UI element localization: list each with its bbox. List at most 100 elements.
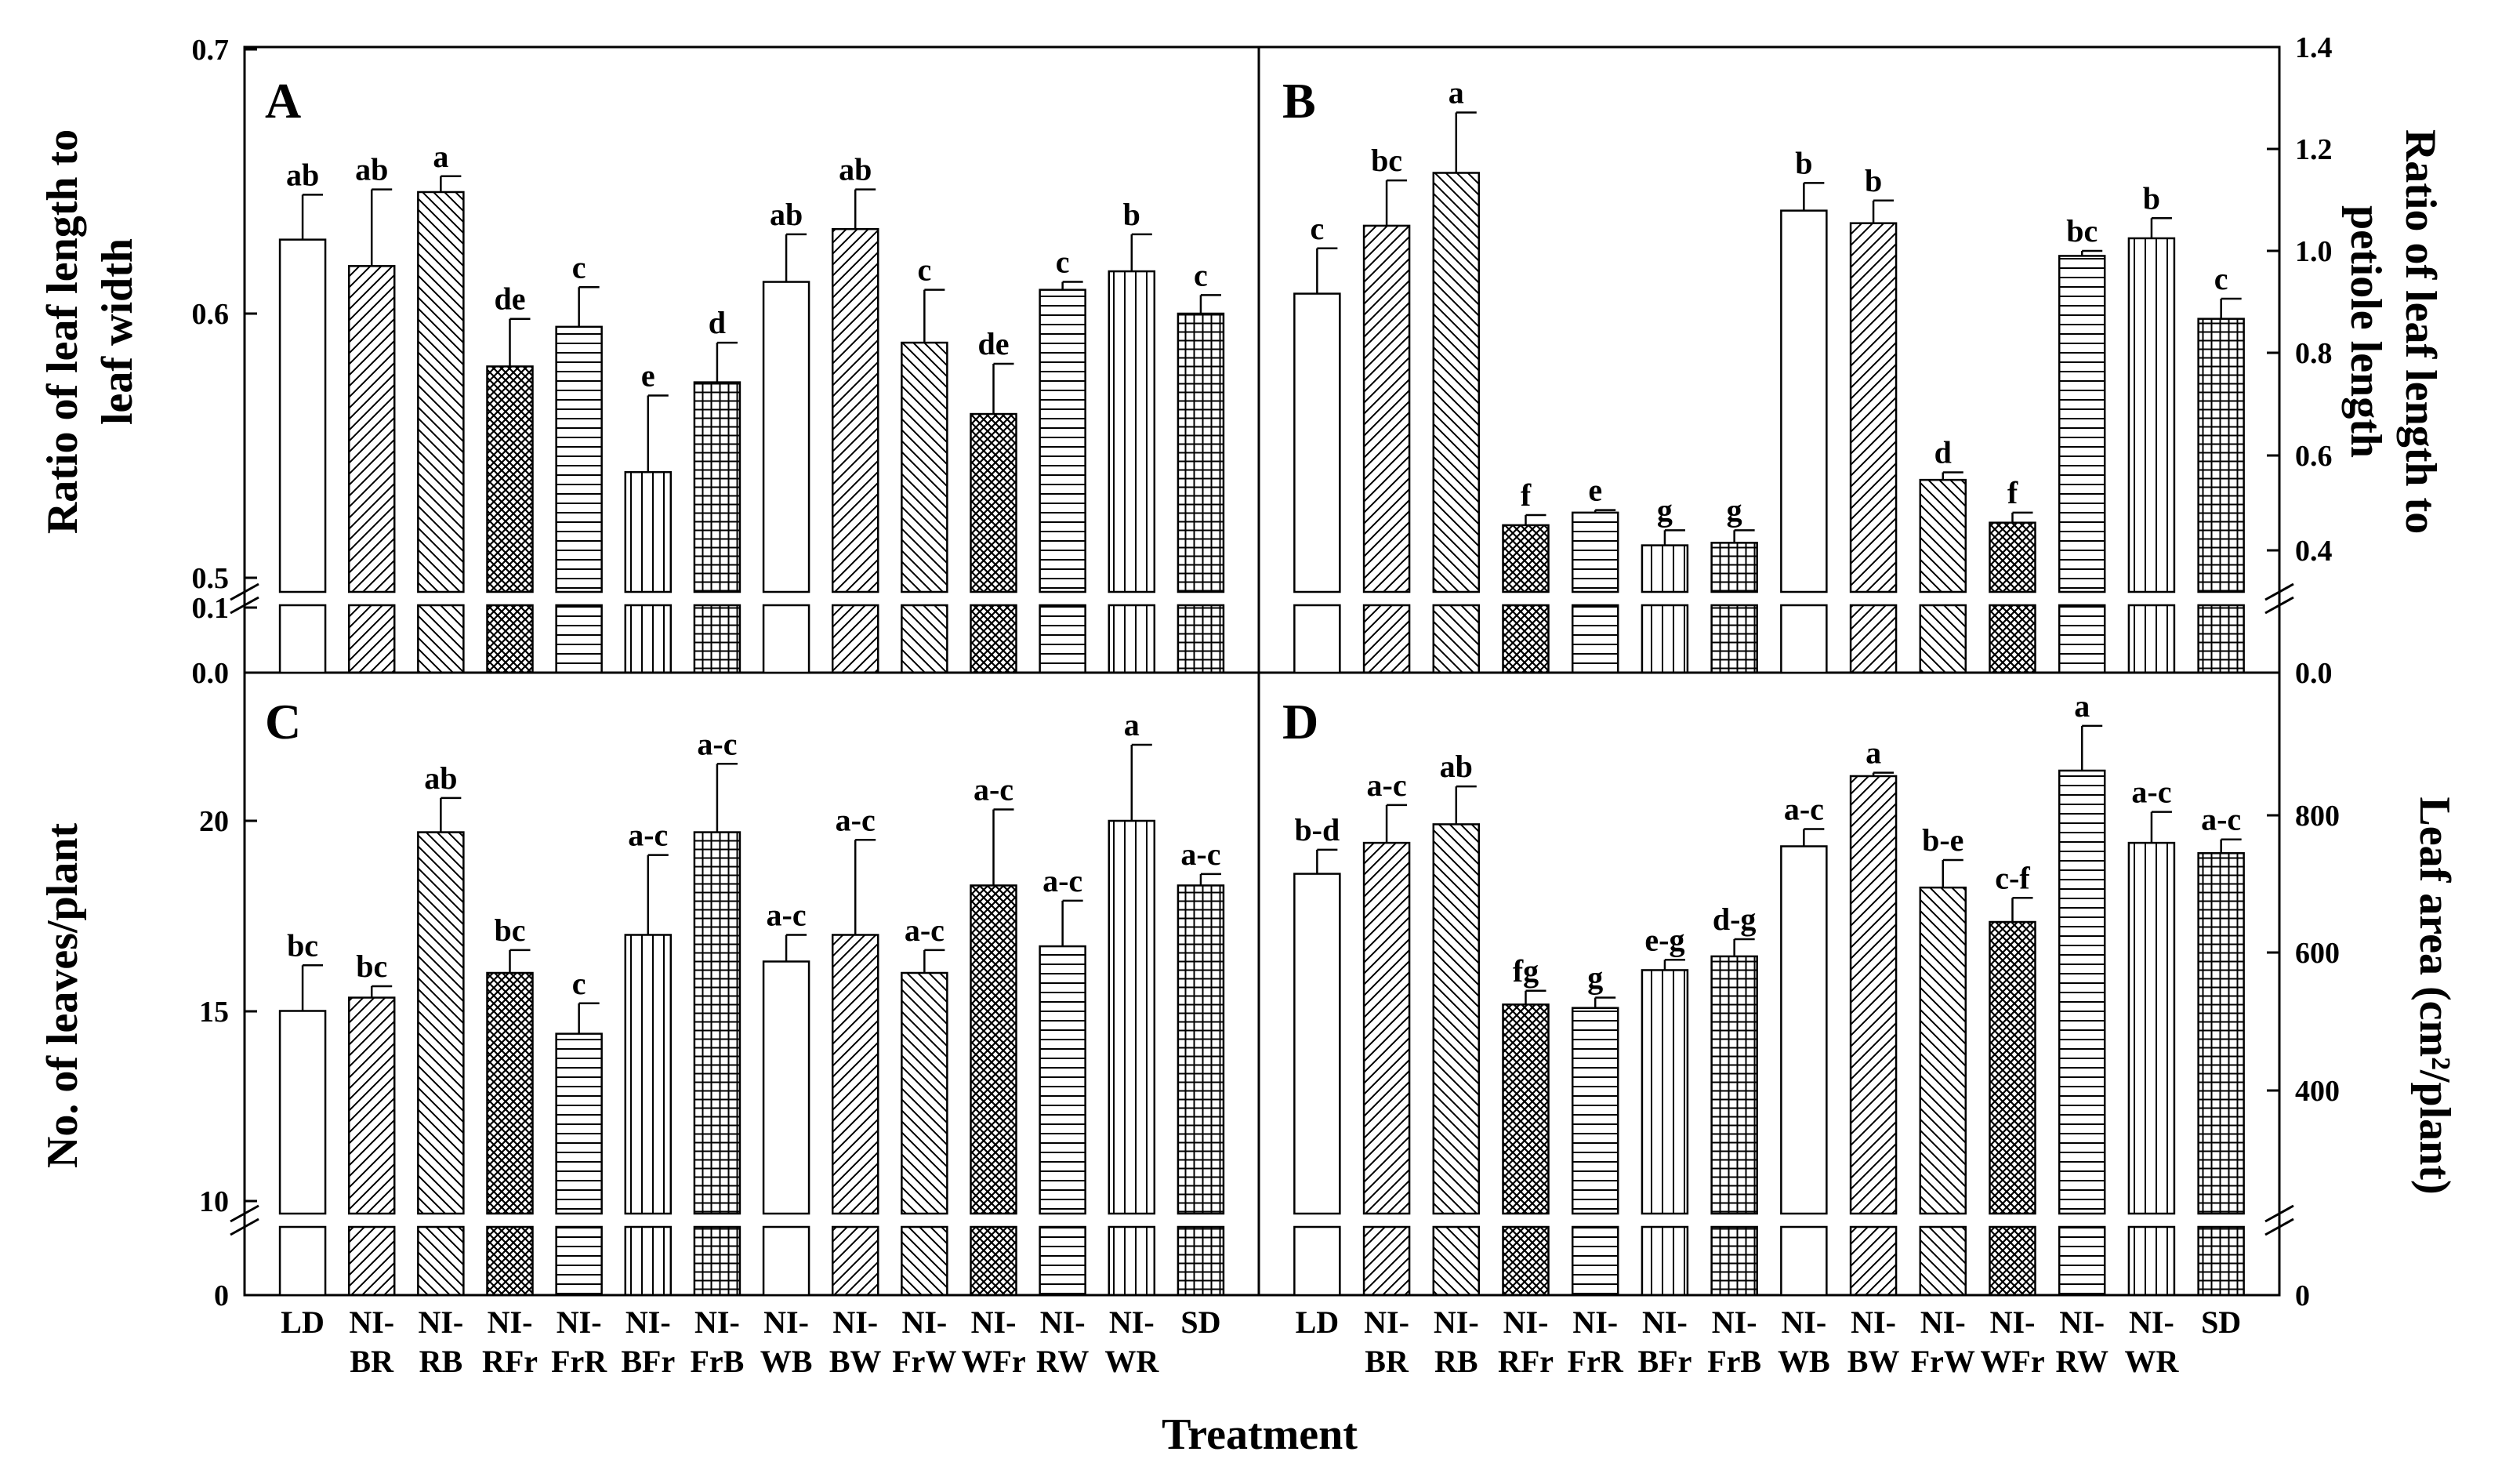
bar-lower-a-12 <box>1108 604 1156 674</box>
bar-b-8 <box>1849 222 1898 593</box>
category-label-d-9: NI- <box>1920 1305 1966 1340</box>
bar-lower-b-1 <box>1362 604 1411 674</box>
category-label-d-7: NI- <box>1781 1305 1826 1340</box>
bar-a-11 <box>1039 289 1086 593</box>
bar-c-1 <box>347 996 396 1215</box>
panel-label-d: D <box>1282 694 1318 749</box>
bar-b-11 <box>2058 255 2106 593</box>
ylabel-d: Leaf area (cm²/plant) <box>2410 797 2459 1194</box>
x-axis-title: Treatment <box>1162 1410 1358 1459</box>
sig-label-a-11: c <box>1056 245 1070 280</box>
category-sublabel-d-8: BW <box>1847 1344 1900 1379</box>
bar-c-4 <box>555 1032 603 1215</box>
category-label-c-12: NI- <box>1109 1305 1155 1340</box>
category-label-c-9: NI- <box>901 1305 947 1340</box>
sig-label-b-11: bc <box>2066 213 2098 249</box>
bar-d-1 <box>1362 841 1411 1215</box>
category-label-d-10: NI- <box>1990 1305 2036 1340</box>
sig-label-c-5: a-c <box>628 818 668 853</box>
bar-b-5 <box>1641 544 1689 593</box>
bar-lower-a-11 <box>1039 604 1086 674</box>
bar-lower-c-12 <box>1108 1225 1156 1297</box>
tick-label-c-1: 15 <box>199 996 229 1029</box>
sig-label-c-13: a-c <box>1180 836 1220 872</box>
bar-d-2 <box>1432 823 1481 1215</box>
panel-label-c: C <box>265 694 301 749</box>
bar-lower-d-4 <box>1571 1225 1619 1297</box>
category-sublabel-c-3: RFr <box>482 1344 538 1379</box>
category-sublabel-d-4: FrR <box>1568 1344 1624 1379</box>
category-sublabel-c-2: RB <box>419 1344 463 1379</box>
sig-label-b-5: g <box>1657 492 1673 528</box>
bar-b-2 <box>1432 172 1481 593</box>
tick-label-c-2: 20 <box>199 805 229 838</box>
category-label-d-1: NI- <box>1364 1305 1409 1340</box>
category-label-d-4: NI- <box>1572 1305 1618 1340</box>
sig-label-b-2: a <box>1449 74 1464 110</box>
tick-label-b-5: 1.4 <box>2295 31 2333 64</box>
sig-label-c-12: a <box>1124 707 1140 742</box>
tick-label-c-3: 0 <box>214 1279 229 1312</box>
sig-label-c-0: bc <box>287 927 318 963</box>
bar-c-5 <box>624 934 673 1215</box>
category-sublabel-c-4: FrR <box>551 1344 607 1379</box>
sig-label-d-5: e-g <box>1644 922 1684 957</box>
category-sublabel-c-9: FrW <box>892 1344 956 1379</box>
sig-label-c-11: a-c <box>1042 863 1082 898</box>
sig-label-c-10: a-c <box>974 771 1013 807</box>
sig-label-a-1: ab <box>355 152 388 187</box>
axis-break-d-0 <box>2264 1204 2294 1223</box>
bar-c-8 <box>831 934 879 1215</box>
bar-b-10 <box>1989 521 2036 593</box>
tick-label-a-1: 0.6 <box>192 298 230 331</box>
sig-label-a-10: de <box>978 326 1010 361</box>
bar-d-9 <box>1919 886 1967 1215</box>
sig-label-c-9: a-c <box>905 913 945 948</box>
ylabel-b-line1: Ratio of leaf length to <box>2396 129 2445 534</box>
bar-a-1 <box>347 265 396 593</box>
bar-b-12 <box>2127 237 2176 593</box>
sig-label-b-10: f <box>2007 475 2018 510</box>
bar-lower-d-12 <box>2127 1225 2176 1297</box>
bar-lower-d-1 <box>1362 1225 1411 1297</box>
sig-label-d-0: b-d <box>1294 812 1340 847</box>
bar-lower-a-8 <box>831 604 879 674</box>
bar-lower-a-5 <box>624 604 673 674</box>
bar-d-10 <box>1989 920 2036 1215</box>
bar-lower-b-3 <box>1502 604 1550 674</box>
bar-a-7 <box>762 281 810 593</box>
sig-label-c-7: a-c <box>767 898 807 933</box>
tick-label-d-1: 600 <box>2295 937 2340 970</box>
sig-label-a-5: e <box>641 357 655 393</box>
sig-label-a-3: de <box>495 281 526 317</box>
bar-d-7 <box>1780 845 1828 1215</box>
bar-lower-c-1 <box>347 1225 396 1297</box>
bar-lower-d-0 <box>1293 1225 1341 1297</box>
bar-lower-d-8 <box>1849 1225 1898 1297</box>
bar-lower-d-13 <box>2197 1225 2245 1297</box>
category-label-c-4: NI- <box>557 1305 602 1340</box>
bar-lower-d-2 <box>1432 1225 1481 1297</box>
bar-a-5 <box>624 470 673 593</box>
category-sublabel-c-6: FrB <box>690 1344 744 1379</box>
bar-lower-c-3 <box>486 1225 534 1297</box>
category-sublabel-c-12: WR <box>1104 1344 1159 1379</box>
bar-lower-a-4 <box>555 604 603 674</box>
axis-break-a-0 <box>230 582 259 601</box>
bar-b-0 <box>1293 292 1341 593</box>
bar-b-7 <box>1780 209 1828 593</box>
bar-d-8 <box>1849 775 1898 1215</box>
bar-lower-b-8 <box>1849 604 1898 674</box>
bar-lower-d-6 <box>1710 1225 1758 1297</box>
sig-label-a-6: d <box>709 305 726 340</box>
sig-label-d-6: d-g <box>1713 902 1757 937</box>
bar-c-9 <box>901 971 948 1215</box>
category-sublabel-c-8: BW <box>829 1344 882 1379</box>
bar-c-13 <box>1177 884 1225 1215</box>
sig-label-d-13: a-c <box>2201 802 2241 837</box>
sig-label-a-8: ab <box>839 152 872 187</box>
category-label-c-1: NI- <box>349 1305 394 1340</box>
bar-lower-b-4 <box>1571 604 1619 674</box>
bar-a-6 <box>693 381 741 593</box>
